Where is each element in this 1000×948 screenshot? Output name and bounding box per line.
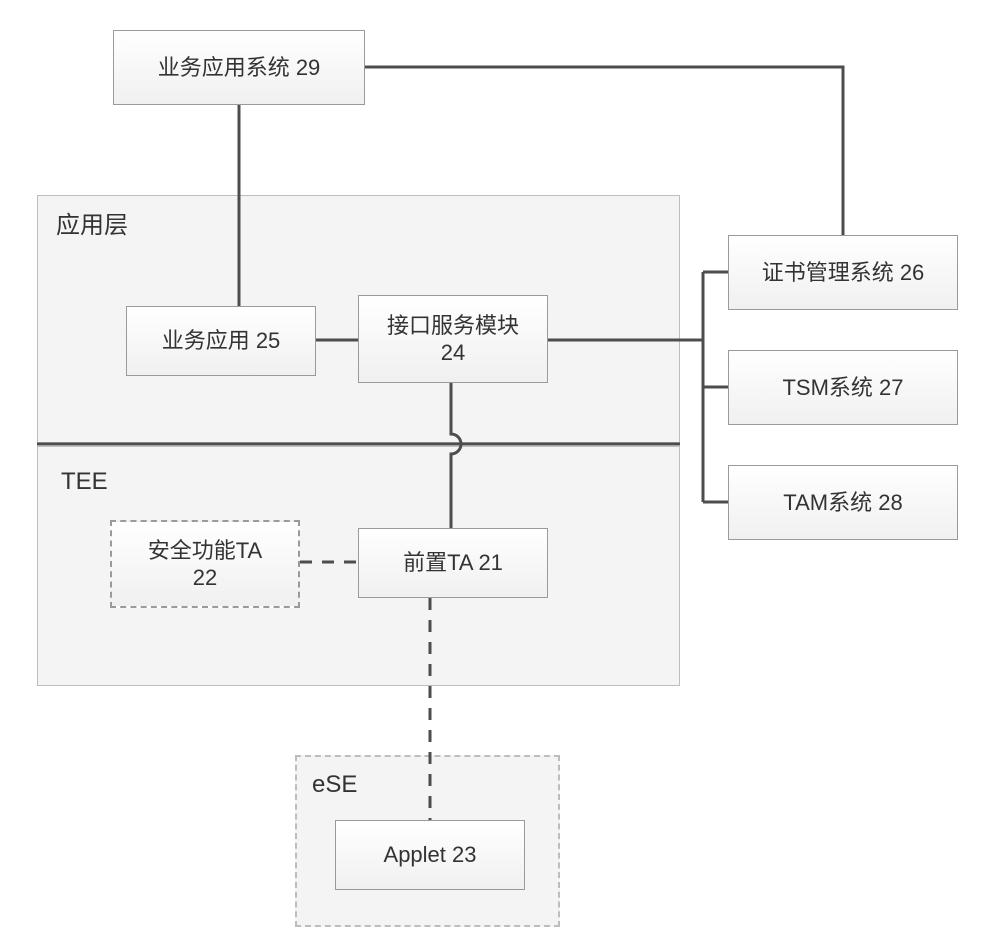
node-label: 业务应用 25 [162,327,281,355]
diagram-canvas: 应用层 TEE eSE 业务应用系统 29 业务应用 25 接口服务模块 24 … [0,0,1000,948]
node-label: TSM系统 27 [782,374,903,402]
node-business-app-system-29: 业务应用系统 29 [113,30,365,105]
node-front-ta-21: 前置TA 21 [358,528,548,598]
node-tam-system-28: TAM系统 28 [728,465,958,540]
region-ese-label: eSE [312,770,357,800]
node-applet-23: Applet 23 [335,820,525,890]
node-label: 接口服务模块 24 [387,312,519,367]
node-cert-mgmt-system-26: 证书管理系统 26 [728,235,958,310]
node-business-app-25: 业务应用 25 [126,306,316,376]
node-label: 业务应用系统 29 [158,54,321,82]
node-label: TAM系统 28 [783,489,902,517]
region-tee-label: TEE [61,467,108,497]
node-security-function-ta-22: 安全功能TA 22 [110,520,300,608]
node-label: 前置TA 21 [403,549,503,577]
node-label: 证书管理系统 26 [762,259,925,287]
node-tsm-system-27: TSM系统 27 [728,350,958,425]
node-label: 安全功能TA 22 [148,537,262,592]
node-interface-service-module-24: 接口服务模块 24 [358,295,548,383]
region-app-layer-label: 应用层 [56,211,128,241]
node-label: Applet 23 [384,841,477,869]
